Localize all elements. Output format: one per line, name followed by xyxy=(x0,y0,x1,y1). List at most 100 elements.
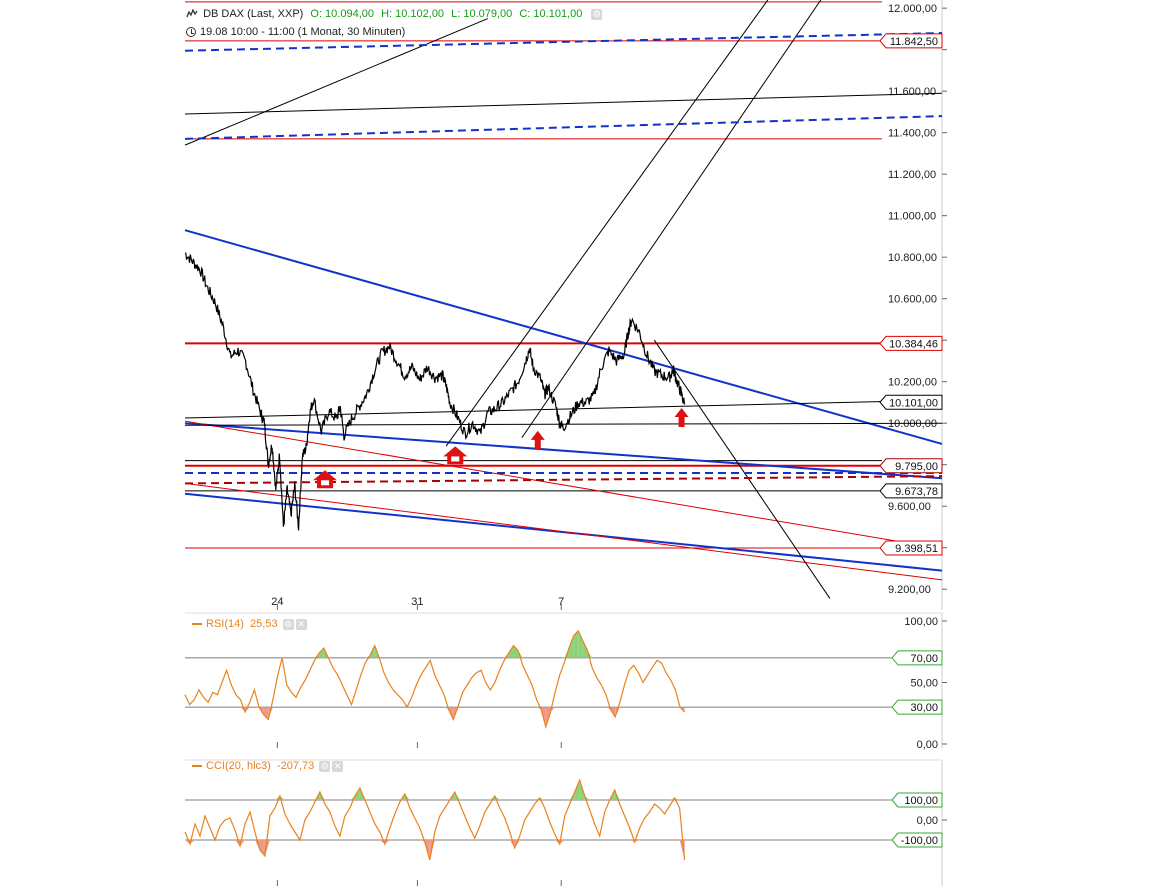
price-tick-label: 10.200,00 xyxy=(888,377,937,389)
cci-oversold-area xyxy=(559,840,565,844)
trend-line xyxy=(184,18,488,146)
price-tick-label: 12.000,00 xyxy=(888,3,937,15)
close-value: C: 10.101,00 xyxy=(519,8,583,20)
cci-overbought-area xyxy=(454,792,460,800)
rsi-overbought-area xyxy=(573,630,579,658)
price-tick-label: 10.800,00 xyxy=(888,252,937,264)
trend-line xyxy=(184,492,943,572)
rsi-tick-label: 0,00 xyxy=(917,739,938,751)
price-tick-label: 11.200,00 xyxy=(888,169,936,181)
rsi-overbought-area xyxy=(319,648,324,658)
dashed-trend-line xyxy=(184,115,943,140)
trend-line xyxy=(445,0,769,447)
rsi-overbought-area xyxy=(568,635,574,658)
cci-level-tag: -100,00 xyxy=(891,832,943,848)
cci-oversold-area xyxy=(514,840,520,848)
price-tag-box xyxy=(879,33,943,49)
trend-line xyxy=(184,422,943,426)
rsi-close-icon[interactable]: ✕ xyxy=(295,618,307,630)
price-tag-box xyxy=(879,335,943,351)
clock-icon xyxy=(186,27,196,38)
time-tick-label: 7 xyxy=(558,596,564,608)
price-tag-label: 10.101,00 xyxy=(889,397,938,409)
price-tag-label: 11.842,50 xyxy=(890,36,938,48)
cci-settings-icon[interactable]: ⚙ xyxy=(319,760,331,772)
price-tag-label: 10.384,46 xyxy=(889,338,938,350)
price-level-tag: 10.101,00 xyxy=(879,394,943,410)
up-arrow-marker xyxy=(674,407,689,427)
cci-legend-line xyxy=(192,765,202,768)
price-tick-label: 11.000,00 xyxy=(888,211,936,223)
up-arrow-marker xyxy=(530,430,545,450)
rsi-settings-icon[interactable]: ⚙ xyxy=(282,618,294,630)
price-tick-label: 10.600,00 xyxy=(888,294,937,306)
time-tick-label: 24 xyxy=(271,596,283,608)
cci-level-box xyxy=(891,792,943,808)
trend-line xyxy=(184,229,943,445)
rsi-level-label: 70,00 xyxy=(910,653,938,665)
price-level-tag: 10.384,46 xyxy=(879,335,943,351)
trend-line xyxy=(184,482,943,581)
trend-line xyxy=(184,399,943,419)
price-tag-box xyxy=(879,394,943,410)
rsi-level-box xyxy=(891,699,943,715)
cci-oversold-area xyxy=(509,840,515,848)
trend-line xyxy=(184,420,943,550)
rsi-series-line xyxy=(184,629,686,729)
cci-close-icon[interactable]: ✕ xyxy=(332,760,344,772)
cci-oversold-area xyxy=(254,840,260,850)
price-tick-label: 11.400,00 xyxy=(888,128,936,140)
rsi-value: 25,53 xyxy=(250,618,278,630)
rsi-overbought-area xyxy=(578,630,583,658)
cci-overbought-area xyxy=(574,780,580,800)
trend-line xyxy=(184,92,943,115)
cci-overbought-area xyxy=(319,792,325,800)
cci-header: CCI(20, hlc3) -207,73 ⚙ ✕ xyxy=(192,760,344,772)
rsi-overbought-area xyxy=(564,648,569,658)
price-level-tag: 9.673,78 xyxy=(879,483,943,499)
rsi-tick-label: 50,00 xyxy=(910,678,938,690)
rsi-label: RSI(14) xyxy=(206,618,244,630)
rsi-oversold-area xyxy=(615,707,620,717)
cci-level-box xyxy=(891,832,943,848)
chart-type-icon[interactable] xyxy=(186,9,198,19)
cci-oversold-area xyxy=(259,840,265,856)
price-tag-box xyxy=(879,458,943,474)
up-arrow-marker xyxy=(443,446,468,465)
settings-icon[interactable]: ⚙ xyxy=(591,8,603,20)
rsi-tick-label: 100,00 xyxy=(904,616,938,628)
price-level-tag: 9.795,00 xyxy=(879,458,943,474)
up-arrow-marker xyxy=(313,470,338,489)
rsi-overbought-area xyxy=(314,652,320,658)
dashed-trend-line xyxy=(184,32,943,52)
cci-oversold-area xyxy=(419,840,425,842)
rsi-legend-line xyxy=(192,623,202,626)
rsi-overbought-area xyxy=(582,640,588,658)
rsi-level-tag: 30,00 xyxy=(891,699,943,715)
cci-series-line xyxy=(184,778,686,861)
up-arrow-marker-hole xyxy=(321,480,330,486)
price-level-tag: 9.398,51 xyxy=(879,540,943,556)
dashed-trend-line xyxy=(184,475,943,485)
price-tag-label: 9.673,78 xyxy=(895,486,938,498)
rsi-overbought-area xyxy=(504,652,509,658)
price-tag-box xyxy=(879,483,943,499)
time-tick-label: 31 xyxy=(411,596,423,608)
cci-oversold-area xyxy=(629,840,635,842)
open-value: O: 10.094,00 xyxy=(310,8,374,20)
rsi-level-tag: 70,00 xyxy=(891,650,943,666)
rsi-overbought-area xyxy=(513,645,519,658)
cci-label: CCI(20, hlc3) xyxy=(206,760,271,772)
high-value: H: 10.102,00 xyxy=(381,8,445,20)
rsi-level-label: 30,00 xyxy=(910,702,938,714)
price-tag-label: 9.398,51 xyxy=(895,543,938,555)
rsi-level-box xyxy=(891,650,943,666)
chart-header: DB DAX (Last, XXP) O: 10.094,00 H: 10.10… xyxy=(186,8,606,20)
period-text: 19.08 10:00 - 11:00 (1 Monat, 30 Minuten… xyxy=(200,26,406,38)
cci-oversold-area xyxy=(429,840,435,860)
price-tick-label: 11.600,00 xyxy=(888,86,936,98)
cci-level-label: 100,00 xyxy=(904,795,938,807)
cci-value: -207,73 xyxy=(276,760,315,772)
trend-line xyxy=(184,422,943,480)
